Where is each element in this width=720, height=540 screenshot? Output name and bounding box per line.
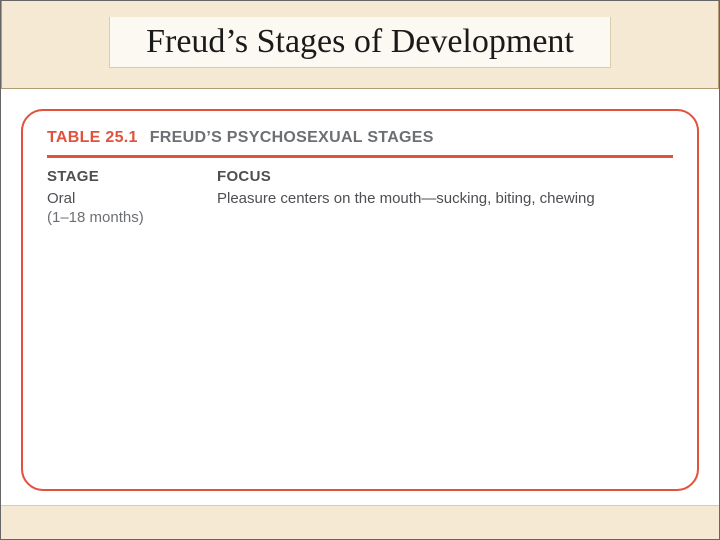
cell-focus: Pleasure centers on the mouth—sucking, b… [217,189,673,209]
slide-title: Freud’s Stages of Development [146,23,574,61]
bottom-band [1,505,719,539]
table-title: FREUD’S PSYCHOSEXUAL STAGES [150,129,434,147]
table-card: TABLE 25.1 FREUD’S PSYCHOSEXUAL STAGES S… [21,109,699,491]
table-header-rule [47,155,673,158]
col-header-stage: STAGE [47,168,217,185]
col-header-focus: FOCUS [217,168,673,185]
table-caption-row: TABLE 25.1 FREUD’S PSYCHOSEXUAL STAGES [47,129,673,147]
cell-stage-name: Oral [47,189,217,209]
title-band: Freud’s Stages of Development [1,1,719,89]
table-row: Oral (1–18 months) Pleasure centers on t… [47,189,673,226]
table-label: TABLE 25.1 [47,129,138,147]
cell-stage-age: (1–18 months) [47,209,217,226]
slide: Freud’s Stages of Development TABLE 25.1… [0,0,720,540]
title-inner-panel: Freud’s Stages of Development [109,17,611,68]
table-header-row: STAGE FOCUS [47,168,673,189]
